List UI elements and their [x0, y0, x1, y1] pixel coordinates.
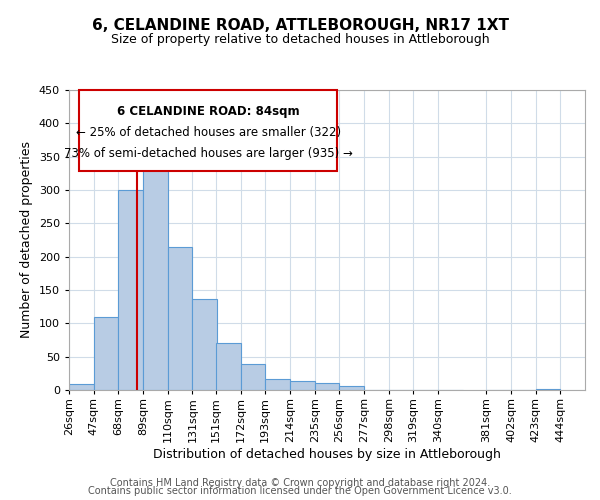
- Bar: [94, 316, 118, 390]
- Bar: [193, 298, 217, 390]
- Bar: [265, 380, 290, 390]
- Bar: [216, 344, 241, 390]
- Bar: [290, 382, 314, 390]
- Bar: [118, 190, 143, 390]
- Text: 6 CELANDINE ROAD: 84sqm: 6 CELANDINE ROAD: 84sqm: [117, 105, 299, 118]
- Text: Contains public sector information licensed under the Open Government Licence v3: Contains public sector information licen…: [88, 486, 512, 496]
- Bar: [536, 388, 560, 390]
- Text: 73% of semi-detached houses are larger (935) →: 73% of semi-detached houses are larger (…: [64, 147, 353, 160]
- Text: 6, CELANDINE ROAD, ATTLEBOROUGH, NR17 1XT: 6, CELANDINE ROAD, ATTLEBOROUGH, NR17 1X…: [91, 18, 509, 32]
- Bar: [241, 364, 265, 390]
- X-axis label: Distribution of detached houses by size in Attleborough: Distribution of detached houses by size …: [153, 448, 501, 460]
- FancyBboxPatch shape: [79, 90, 337, 171]
- Bar: [314, 382, 340, 390]
- Text: Contains HM Land Registry data © Crown copyright and database right 2024.: Contains HM Land Registry data © Crown c…: [110, 478, 490, 488]
- Bar: [168, 246, 193, 390]
- Bar: [143, 150, 168, 390]
- Text: Size of property relative to detached houses in Attleborough: Size of property relative to detached ho…: [110, 32, 490, 46]
- Bar: [340, 386, 364, 390]
- Y-axis label: Number of detached properties: Number of detached properties: [20, 142, 33, 338]
- Bar: [69, 384, 94, 390]
- Text: ← 25% of detached houses are smaller (322): ← 25% of detached houses are smaller (32…: [76, 126, 341, 139]
